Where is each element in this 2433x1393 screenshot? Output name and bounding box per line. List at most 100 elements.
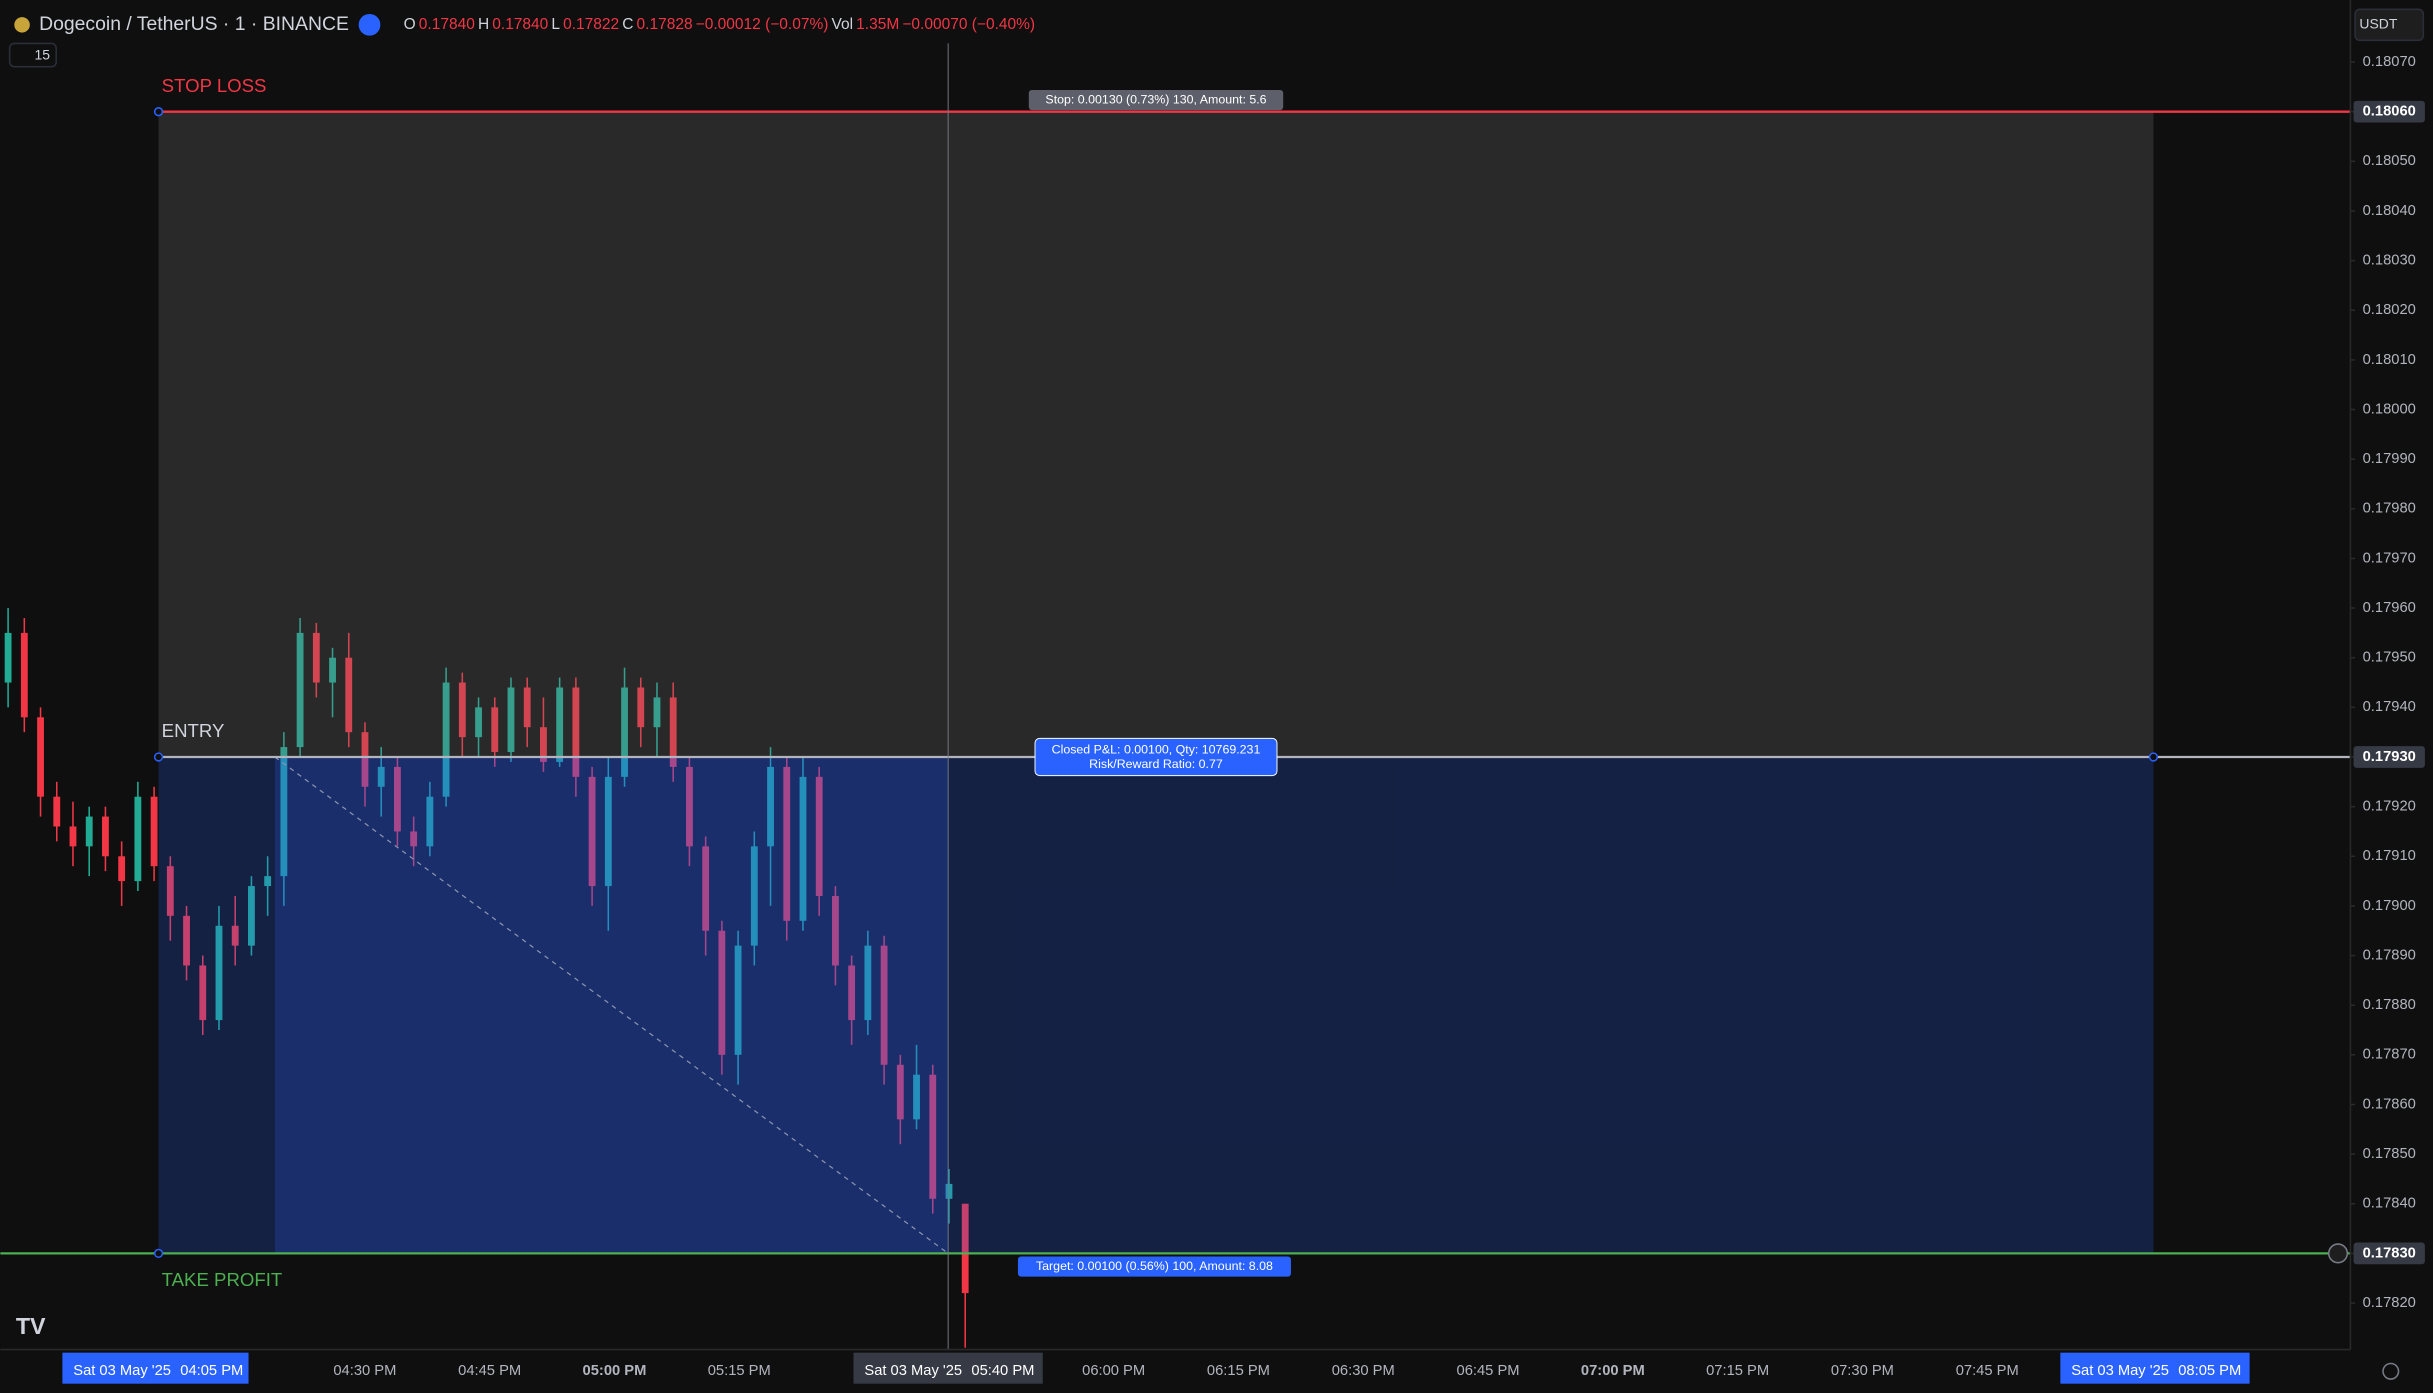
header-h-label: H bbox=[478, 16, 489, 33]
handle[interactable] bbox=[153, 1248, 164, 1259]
y-tick-label: 0.17840 bbox=[2363, 1196, 2416, 1212]
handle[interactable] bbox=[2148, 752, 2159, 762]
candle-body bbox=[442, 682, 450, 797]
y-tick-label: 0.17970 bbox=[2363, 550, 2416, 566]
time-badge-time: 04:05 PM bbox=[180, 1363, 243, 1379]
candle-body bbox=[767, 766, 774, 847]
header-l-label: L bbox=[551, 16, 560, 33]
candle-body bbox=[540, 727, 547, 762]
candle-body bbox=[37, 717, 44, 797]
candle-body bbox=[426, 796, 434, 847]
candle-body bbox=[296, 632, 304, 748]
candle-body bbox=[945, 1183, 953, 1199]
replay-icon[interactable] bbox=[358, 13, 381, 36]
toggle-label[interactable]: 15 bbox=[34, 47, 50, 63]
y-tick-label: 0.17990 bbox=[2363, 451, 2416, 467]
currency-button[interactable] bbox=[2354, 8, 2425, 42]
stop-info-box bbox=[1028, 89, 1284, 111]
time-axis bbox=[0, 1349, 2433, 1393]
candle-body bbox=[166, 866, 174, 916]
candle-body bbox=[929, 1074, 937, 1199]
candle-body bbox=[637, 687, 645, 728]
price-badge bbox=[2353, 746, 2425, 768]
y-tick-label: 0.17950 bbox=[2363, 650, 2416, 666]
time-badge bbox=[2060, 1352, 2250, 1384]
candle-body bbox=[556, 687, 564, 762]
header-vol: 1.35M bbox=[856, 16, 899, 33]
candle-body bbox=[621, 687, 628, 777]
toggle[interactable] bbox=[8, 42, 57, 68]
candle-body bbox=[588, 776, 596, 887]
candle-body bbox=[815, 776, 823, 896]
time-badge-time: 05:40 PM bbox=[971, 1363, 1034, 1379]
x-tick-label: 06:30 PM bbox=[1332, 1363, 1395, 1379]
settings-icon[interactable] bbox=[2382, 1362, 2400, 1380]
logo: TV bbox=[16, 1313, 46, 1339]
candle-body bbox=[523, 687, 531, 728]
entry-label: ENTRY bbox=[162, 720, 225, 741]
header-c-label: C bbox=[622, 16, 633, 33]
stop-info: Stop: 0.00130 (0.73%) 130, Amount: 5.6 bbox=[1045, 92, 1266, 106]
candle-body bbox=[734, 945, 742, 1055]
add-button[interactable] bbox=[2327, 1243, 2349, 1264]
candle-body bbox=[118, 856, 126, 882]
candle-body bbox=[312, 632, 320, 683]
time-badge-date: Sat 03 May '25 bbox=[73, 1363, 171, 1379]
currency-label[interactable]: USDT bbox=[2359, 16, 2397, 32]
y-tick-label: 0.18050 bbox=[2363, 153, 2416, 169]
candle-body bbox=[53, 796, 61, 827]
header-l: 0.17822 bbox=[563, 16, 619, 33]
candle-body bbox=[750, 846, 758, 946]
target-zone bbox=[158, 756, 275, 1254]
price-badge-label: 0.17930 bbox=[2363, 749, 2416, 765]
candle-body bbox=[913, 1074, 920, 1120]
candle-body bbox=[880, 945, 888, 1065]
target-label: TAKE PROFIT bbox=[162, 1269, 283, 1290]
candle-body bbox=[896, 1064, 904, 1120]
candle-body bbox=[329, 657, 336, 683]
price-badge-label: 0.18060 bbox=[2363, 104, 2416, 120]
candle-body bbox=[653, 697, 661, 728]
time-badge bbox=[62, 1352, 249, 1384]
candle-body bbox=[491, 707, 499, 753]
y-tick-label: 0.17870 bbox=[2363, 1047, 2416, 1063]
x-tick-label: 05:15 PM bbox=[708, 1363, 771, 1379]
candle-body bbox=[361, 732, 369, 787]
candle-body bbox=[215, 925, 223, 1021]
y-tick-label: 0.17890 bbox=[2363, 947, 2416, 963]
candle-body bbox=[604, 776, 612, 887]
x-tick-label: 06:15 PM bbox=[1207, 1363, 1270, 1379]
symbol-title[interactable]: Dogecoin / TetherUS · 1 · BINANCE bbox=[39, 13, 349, 35]
time-badge-date: Sat 03 May '25 bbox=[864, 1363, 962, 1379]
time-badge-time: 08:05 PM bbox=[2178, 1363, 2241, 1379]
header-vol-change: −0.00070 (−0.40%) bbox=[902, 16, 1035, 33]
y-tick-label: 0.17820 bbox=[2363, 1295, 2416, 1311]
handle[interactable] bbox=[153, 107, 164, 117]
ohlc-header: O 0.17840 H 0.17840 L 0.17822 C 0.17828 −0.00012… bbox=[404, 16, 1035, 33]
stop-zone bbox=[158, 111, 2154, 757]
target-zone bbox=[948, 756, 2154, 1254]
y-tick-label: 0.17960 bbox=[2363, 600, 2416, 616]
candle-body bbox=[799, 776, 807, 921]
x-tick-label: 04:30 PM bbox=[333, 1363, 396, 1379]
overlay: 0.18070 0.18060 0.18050 0.18040 0.18030 0.180… bbox=[62, 54, 2425, 1384]
handle[interactable] bbox=[153, 752, 164, 762]
candle-body bbox=[702, 846, 710, 931]
candle-body bbox=[4, 632, 12, 683]
price-badge-label: 0.17830 bbox=[2363, 1245, 2416, 1261]
header-h: 0.17840 bbox=[492, 16, 548, 33]
candle-body bbox=[280, 747, 288, 877]
header-o: 0.17840 bbox=[419, 16, 475, 33]
x-tick-label: 05:00 PM bbox=[583, 1363, 647, 1379]
x-tick-label: 04:45 PM bbox=[458, 1363, 521, 1379]
symbol-icon bbox=[14, 17, 30, 33]
candle-body bbox=[69, 826, 77, 847]
candle-body bbox=[199, 965, 207, 1021]
x-tick-label: 07:15 PM bbox=[1706, 1363, 1769, 1379]
y-tick-label: 0.18040 bbox=[2363, 203, 2416, 219]
candle-body bbox=[458, 682, 466, 738]
candle-body bbox=[102, 816, 109, 857]
candle-body bbox=[572, 687, 580, 777]
